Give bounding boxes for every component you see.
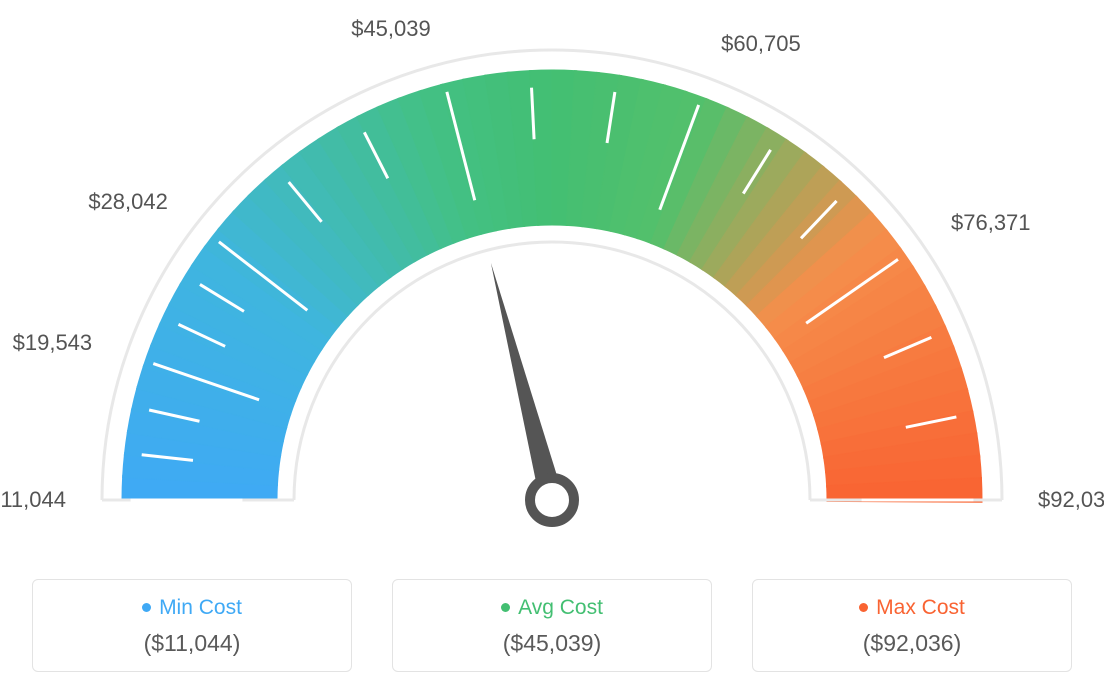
gauge-svg <box>0 0 1104 560</box>
cost-gauge-widget: $11,044 $19,543 $28,042 $45,039 $60,705 $76,3… <box>0 0 1104 690</box>
gauge-tick-label: $28,042 <box>88 189 168 215</box>
gauge-tick-label: $19,543 <box>13 330 93 356</box>
legend-card-min: Min Cost ($11,044) <box>32 579 352 672</box>
legend-title: Max Cost <box>753 596 1071 620</box>
gauge-area: $11,044 $19,543 $28,042 $45,039 $60,705 $76,3… <box>0 0 1104 560</box>
legend-title-text: Max Cost <box>876 596 965 619</box>
legend-value: ($45,039) <box>393 630 711 657</box>
gauge-tick-label: $76,371 <box>951 210 1031 236</box>
gauge-arc <box>122 70 982 502</box>
gauge-pivot <box>530 478 574 522</box>
legend-row: Min Cost ($11,044) Avg Cost ($45,039) Max Co… <box>0 579 1104 672</box>
legend-title-text: Avg Cost <box>518 596 603 619</box>
legend-title: Min Cost <box>33 596 351 620</box>
legend-title-text: Min Cost <box>159 596 242 619</box>
legend-dot-icon <box>501 603 510 612</box>
gauge-tick-label: $45,039 <box>351 16 431 42</box>
legend-card-max: Max Cost ($92,036) <box>752 579 1072 672</box>
legend-dot-icon <box>142 603 151 612</box>
gauge-tick-label: $60,705 <box>721 31 801 57</box>
legend-value: ($92,036) <box>753 630 1071 657</box>
gauge-needle <box>491 263 564 503</box>
legend-card-avg: Avg Cost ($45,039) <box>392 579 712 672</box>
legend-title: Avg Cost <box>393 596 711 620</box>
gauge-tick-label: $11,044 <box>0 487 66 513</box>
legend-value: ($11,044) <box>33 630 351 657</box>
gauge-tick-label: $92,036 <box>1038 487 1104 513</box>
legend-dot-icon <box>859 603 868 612</box>
